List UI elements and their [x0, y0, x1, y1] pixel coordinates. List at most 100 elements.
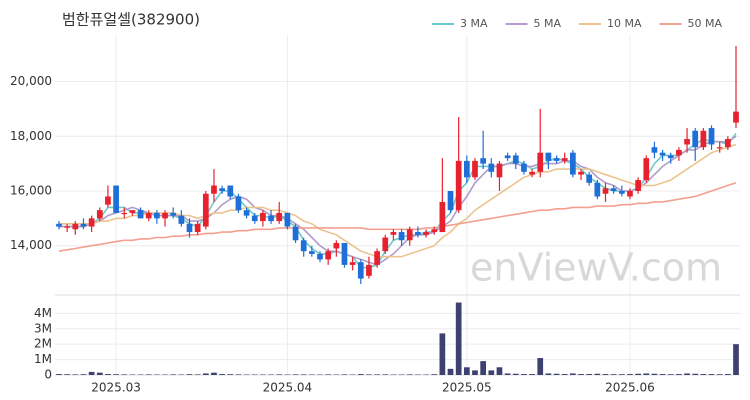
volume-bar	[667, 374, 674, 375]
volume-bar	[512, 373, 519, 375]
candle-body	[692, 130, 699, 148]
volume-bar	[651, 373, 658, 375]
candle-body	[186, 223, 193, 233]
candle-body	[72, 223, 79, 230]
candle-body	[586, 174, 593, 183]
volume-bar	[80, 374, 87, 375]
candle-body	[578, 171, 584, 175]
x-tick-label: 2025.04	[263, 381, 313, 395]
candle-body	[570, 152, 576, 175]
candle-body	[700, 130, 707, 148]
candle-body	[145, 212, 152, 219]
candle-body	[251, 215, 258, 222]
ma-line	[59, 143, 737, 258]
candle-body	[716, 147, 723, 149]
volume-bar	[64, 374, 71, 375]
candle-body	[480, 158, 486, 164]
volume-bar	[627, 374, 633, 375]
candle-body	[374, 251, 380, 265]
volume-bar	[529, 374, 535, 375]
candle-body	[488, 163, 495, 172]
volume-bar	[578, 374, 584, 375]
candle-body	[602, 188, 609, 194]
volume-bar	[325, 374, 332, 375]
volume-bar	[292, 374, 299, 375]
candle-body	[447, 191, 454, 211]
volume-bar	[635, 373, 641, 375]
volume-bar	[300, 374, 307, 375]
candle-body	[463, 160, 470, 178]
volume-bar	[366, 374, 372, 375]
candle-body	[284, 212, 291, 227]
candle-body	[667, 155, 674, 159]
y-tick-label: 16,000	[10, 184, 52, 198]
x-tick-label: 2025.05	[442, 381, 492, 395]
volume-bar	[463, 367, 470, 375]
candle-body	[325, 251, 332, 260]
candle-body	[243, 210, 250, 216]
volume-bar	[504, 373, 511, 375]
volume-bar	[186, 374, 193, 375]
candle-body	[472, 160, 478, 178]
candle-body	[292, 226, 299, 241]
volume-bar	[521, 374, 527, 375]
candle-body	[521, 163, 527, 172]
candle-body	[121, 212, 128, 215]
candle-body	[309, 251, 315, 254]
candle-body	[627, 191, 633, 197]
candle-body	[366, 264, 372, 276]
candle-body	[684, 139, 690, 145]
volume-bar	[194, 374, 201, 375]
candle-body	[357, 262, 364, 279]
y-tick-label: 1M	[34, 352, 52, 366]
candle-body	[349, 262, 356, 265]
candle-body	[219, 188, 225, 191]
candle-body	[610, 188, 617, 191]
volume-bar	[341, 374, 348, 375]
chart-title: 범한퓨얼셀(382900)	[62, 11, 200, 29]
y-tick-label: 20,000	[10, 74, 52, 88]
candle-body	[333, 243, 340, 249]
candle-body	[545, 152, 552, 161]
candle-body	[162, 212, 168, 219]
candle-body	[300, 240, 307, 252]
candle-body	[512, 155, 519, 164]
volume-bar	[708, 374, 715, 375]
candle-body	[676, 149, 682, 156]
volume-bar	[545, 373, 552, 375]
volume-bar	[219, 374, 225, 375]
candle-body	[651, 147, 658, 153]
volume-bar	[659, 374, 666, 375]
volume-bar	[561, 374, 568, 375]
candle-body	[496, 163, 503, 178]
volume-bar	[235, 374, 242, 375]
candle-body	[423, 232, 429, 235]
candle-body	[537, 152, 544, 172]
volume-bar	[145, 374, 152, 375]
candle-body	[455, 160, 462, 211]
candle-body	[88, 218, 95, 227]
candle-body	[154, 212, 160, 219]
candle-body	[268, 215, 274, 222]
volume-bar	[170, 374, 177, 375]
legend-label: 5 MA	[534, 17, 562, 30]
y-tick-label: 4M	[34, 306, 52, 320]
candle-body	[733, 111, 739, 123]
candle-body	[561, 158, 568, 161]
volume-bar	[455, 302, 462, 375]
candle-body	[553, 158, 560, 161]
volume-bar	[488, 370, 495, 375]
candle-body	[202, 193, 209, 227]
candle-body	[439, 201, 446, 233]
volume-bar	[72, 374, 79, 375]
candle-body	[594, 182, 601, 197]
candle-body	[64, 226, 71, 228]
candle-body	[398, 232, 405, 241]
candle-body	[724, 139, 731, 148]
y-tick-label: 14,000	[10, 238, 52, 252]
candle-body	[137, 210, 144, 219]
volume-bar	[431, 374, 438, 375]
volume-bar	[227, 374, 234, 375]
candle-body	[504, 155, 511, 159]
volume-bar	[594, 373, 601, 375]
